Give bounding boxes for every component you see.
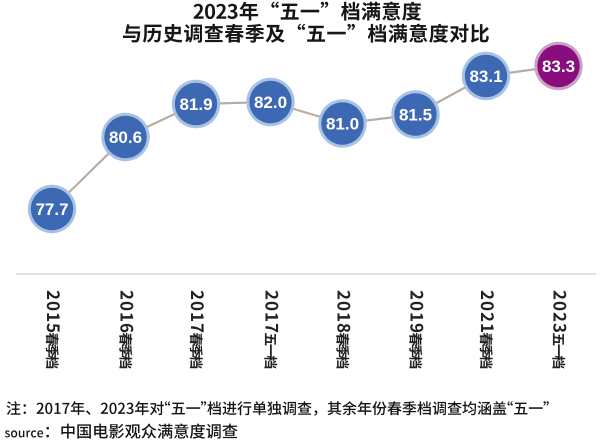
- svg-text:82.0: 82.0: [254, 93, 287, 112]
- svg-text:81.5: 81.5: [399, 106, 432, 125]
- svg-text:83.3: 83.3: [542, 57, 575, 76]
- svg-text:81.9: 81.9: [179, 95, 212, 114]
- svg-text:77.7: 77.7: [35, 200, 68, 219]
- svg-text:81.0: 81.0: [326, 115, 359, 134]
- svg-text:80.6: 80.6: [109, 128, 142, 147]
- svg-text:83.1: 83.1: [469, 67, 502, 86]
